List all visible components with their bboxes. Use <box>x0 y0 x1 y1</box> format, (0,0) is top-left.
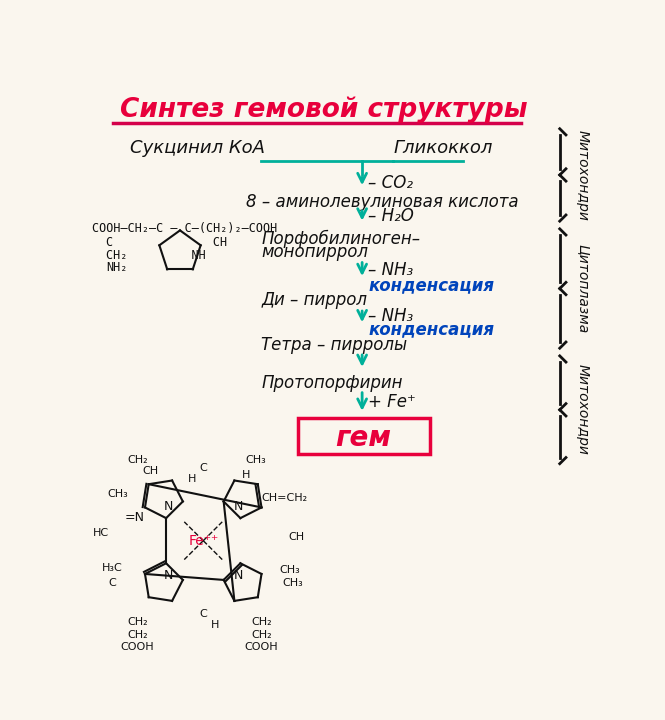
Text: C: C <box>200 462 207 472</box>
Text: CH₃: CH₃ <box>282 578 303 588</box>
Text: COOH: COOH <box>245 642 278 652</box>
Text: + Fe⁺: + Fe⁺ <box>368 393 416 411</box>
Text: гем: гем <box>336 424 392 452</box>
Text: CH=CH₂: CH=CH₂ <box>261 493 308 503</box>
Text: Тетра – пирролы: Тетра – пирролы <box>261 336 408 354</box>
Text: H: H <box>188 474 196 484</box>
Text: конденсация: конденсация <box>368 276 494 294</box>
Text: CH: CH <box>142 467 159 477</box>
Text: H₃C: H₃C <box>102 562 122 572</box>
Text: C              CH: C CH <box>106 236 227 249</box>
Text: N: N <box>233 500 243 513</box>
Text: CH₂: CH₂ <box>127 616 148 626</box>
Text: CH₂: CH₂ <box>251 629 272 639</box>
Text: – H₂O: – H₂O <box>368 207 414 225</box>
Text: Сукцинил КоА: Сукцинил КоА <box>130 139 265 157</box>
Text: Митохондри: Митохондри <box>576 364 590 455</box>
Text: CH₃: CH₃ <box>245 455 266 465</box>
Text: =N: =N <box>125 511 145 524</box>
Text: Гликоккол: Гликоккол <box>393 139 493 157</box>
Text: CH: CH <box>288 532 305 542</box>
Text: C: C <box>108 578 116 588</box>
Text: N: N <box>233 569 243 582</box>
Text: C: C <box>200 609 207 619</box>
Text: – CO₂: – CO₂ <box>368 174 414 192</box>
Text: HC: HC <box>93 528 109 538</box>
Text: – NH₃: – NH₃ <box>368 261 414 279</box>
Text: – NH₃: – NH₃ <box>368 307 414 325</box>
Text: H: H <box>241 470 250 480</box>
Text: CH₂: CH₂ <box>127 629 148 639</box>
Text: COOH–CH₂–C – C–(CH₂)₂–COOH: COOH–CH₂–C – C–(CH₂)₂–COOH <box>92 222 278 235</box>
Text: Цитоплазма: Цитоплазма <box>576 244 590 333</box>
Text: 8 – аминолевулиновая кислота: 8 – аминолевулиновая кислота <box>246 193 519 211</box>
Text: Порфобилиноген–: Порфобилиноген– <box>261 230 420 248</box>
Text: Ди – пиррол: Ди – пиррол <box>261 292 367 310</box>
Text: Синтез гемовой структуры: Синтез гемовой структуры <box>120 96 527 122</box>
Text: N: N <box>164 500 173 513</box>
Text: CH₂: CH₂ <box>251 616 272 626</box>
Text: CH₂: CH₂ <box>127 455 148 465</box>
Text: Митохондри: Митохондри <box>576 130 590 220</box>
Text: NH₂: NH₂ <box>106 261 128 274</box>
Text: Протопорфирин: Протопорфирин <box>261 374 403 392</box>
Text: N: N <box>164 569 173 582</box>
Text: COOH: COOH <box>120 642 154 652</box>
Text: монопиррол: монопиррол <box>261 243 368 261</box>
Text: конденсация: конденсация <box>368 320 494 338</box>
Text: CH₃: CH₃ <box>280 565 301 575</box>
Text: Fe⁺⁺: Fe⁺⁺ <box>188 534 218 548</box>
Text: CH₃: CH₃ <box>108 490 128 500</box>
Text: CH₂         NH: CH₂ NH <box>106 248 206 261</box>
FancyBboxPatch shape <box>298 418 430 454</box>
Text: H: H <box>211 621 219 631</box>
